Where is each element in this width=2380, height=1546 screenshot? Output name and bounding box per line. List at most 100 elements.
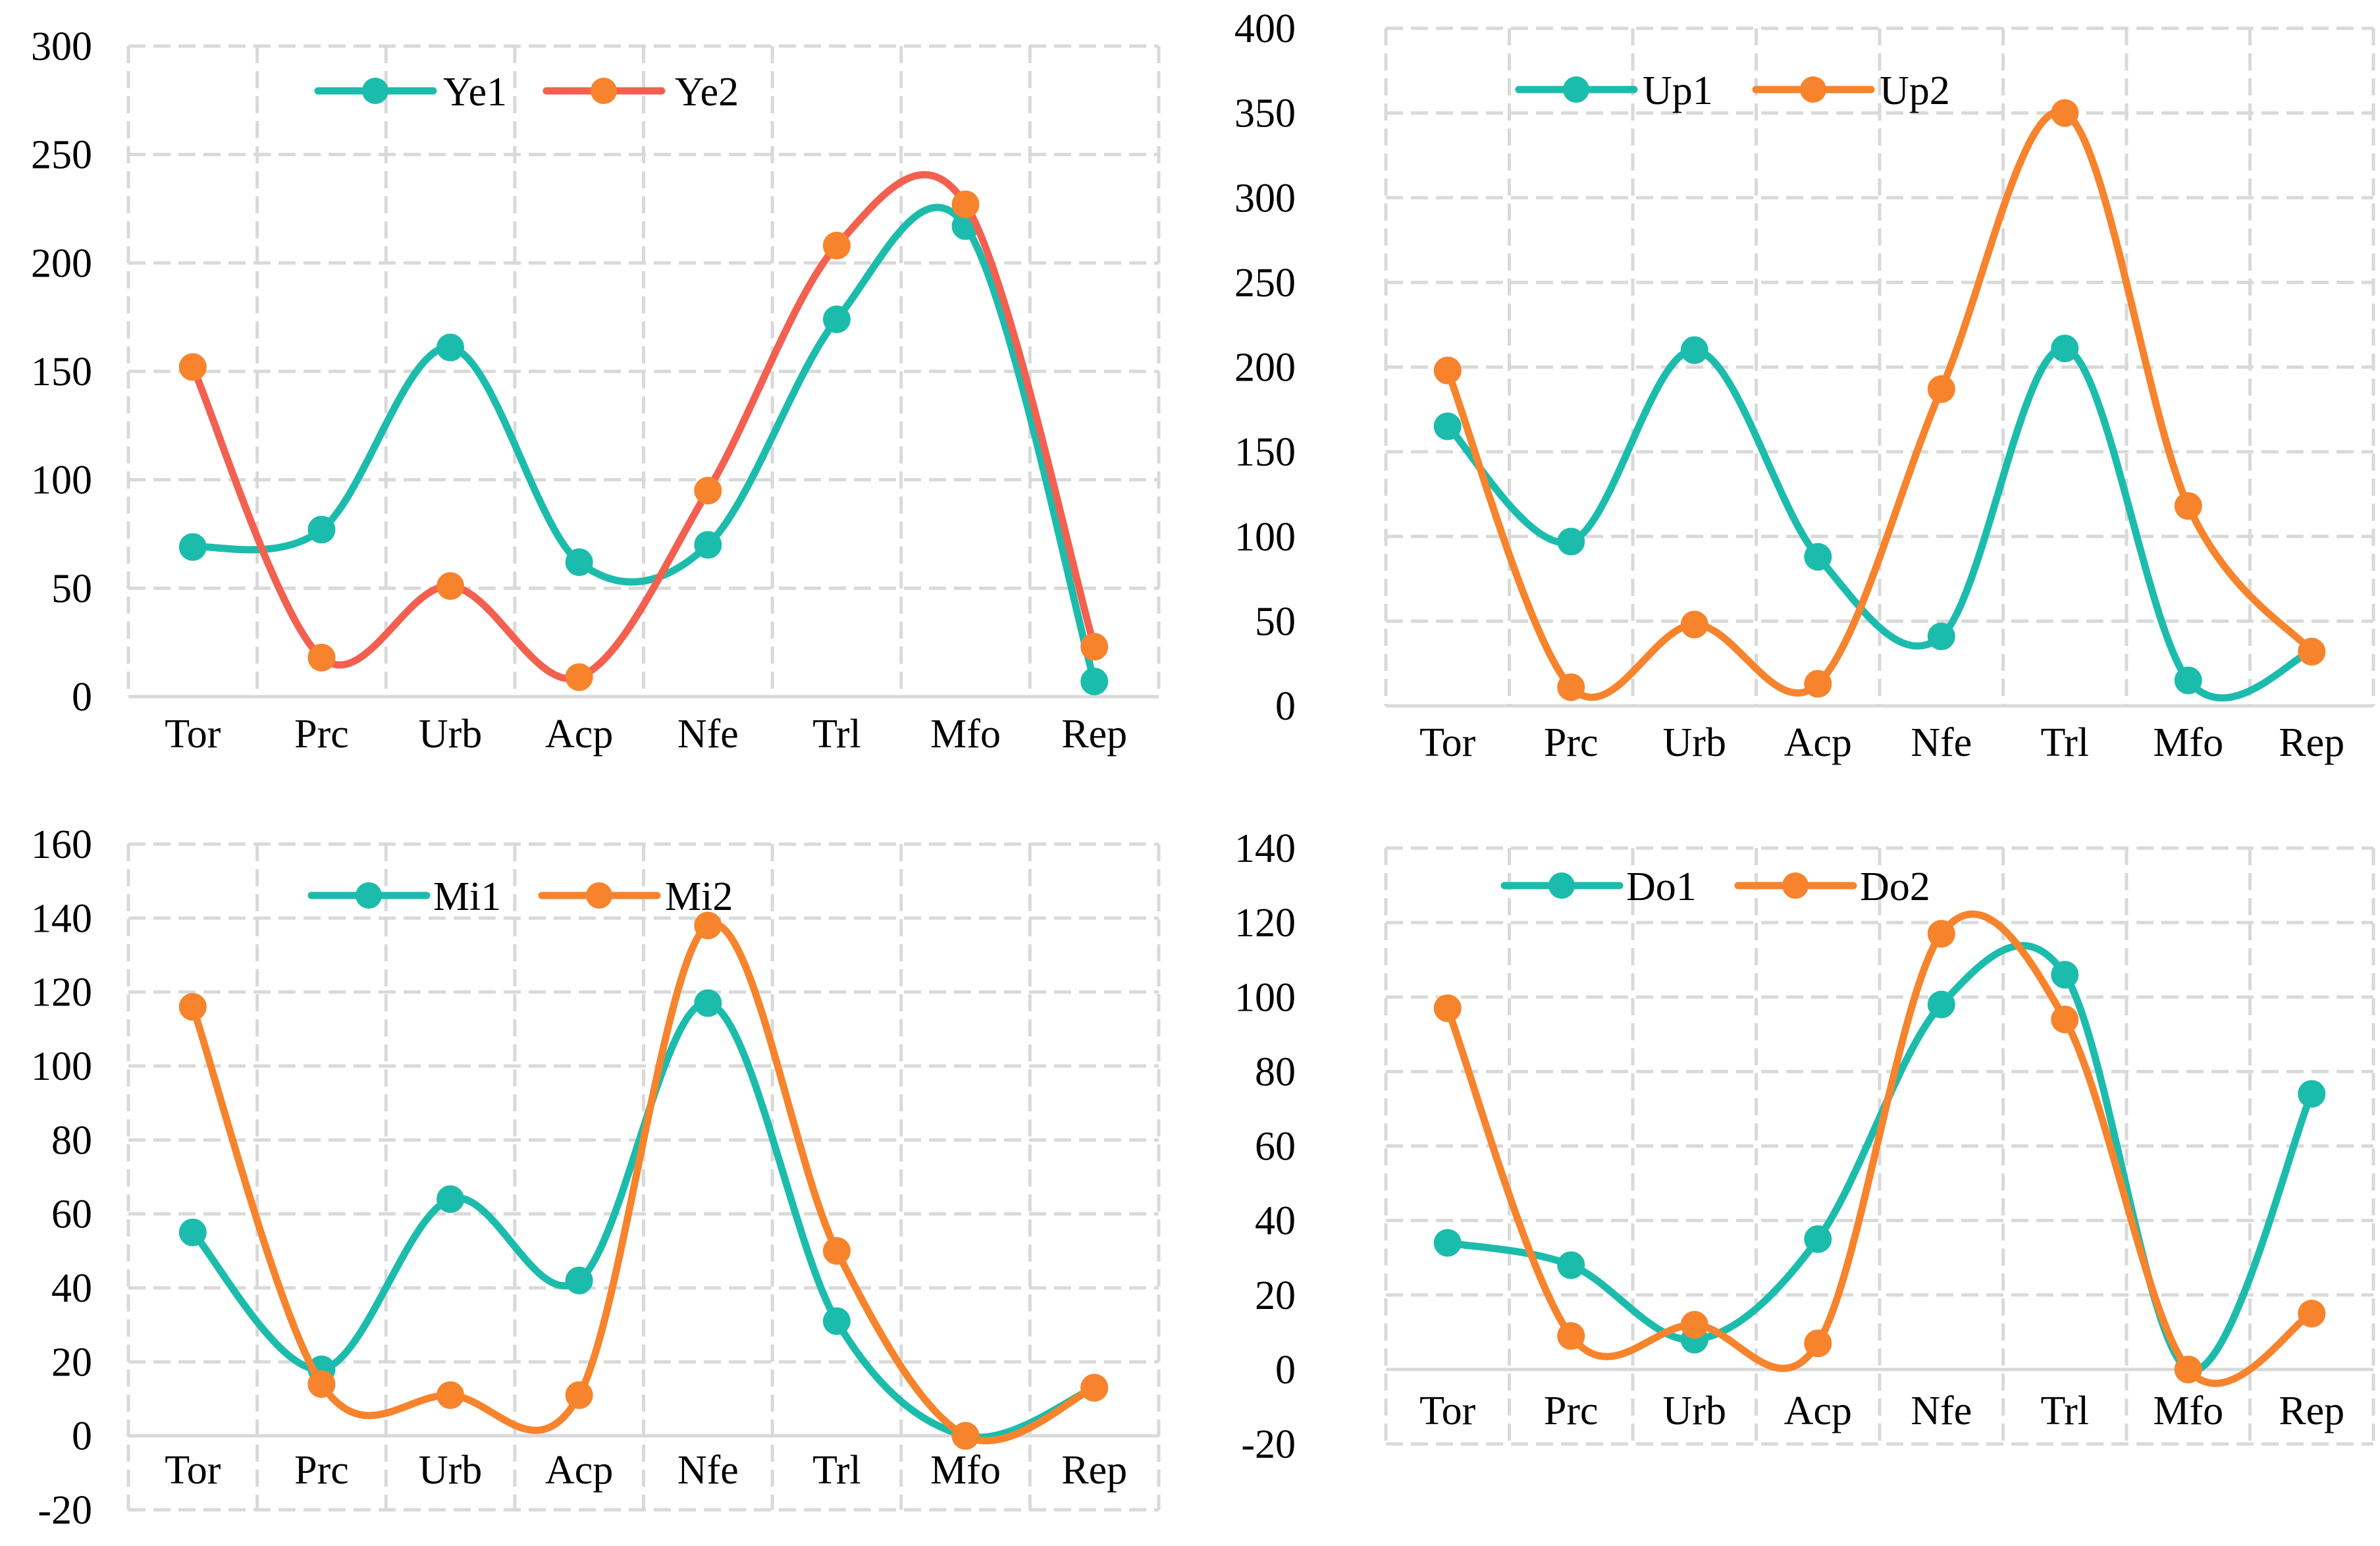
y-tick-labels: -20 0 20 40 60 80 100 120 140 160: [31, 822, 92, 1533]
legend-swatch-marker: [362, 78, 388, 104]
data-point: [694, 477, 722, 505]
x-tick-label: Nfe: [1911, 1389, 1972, 1433]
data-point: [2298, 1080, 2326, 1108]
x-tick-label: Mfo: [930, 712, 1001, 757]
gridlines: [126, 44, 1161, 699]
legend-item: Ye2: [542, 70, 739, 115]
y-tick-label: 40: [51, 1266, 92, 1311]
x-tick-labels: Tor Prc Urb Acp Nfe Trl Mfo Rep: [165, 712, 1127, 757]
data-point: [2174, 666, 2202, 695]
y-tick-label: -20: [38, 1488, 92, 1533]
y-tick-label: 100: [31, 458, 92, 503]
y-tick-label: 250: [31, 133, 92, 178]
data-point: [1927, 622, 1955, 651]
data-point: [565, 663, 593, 691]
data-point: [1433, 1229, 1462, 1257]
data-point: [178, 533, 207, 561]
series-ye1: [178, 203, 1109, 695]
data-point: [951, 1422, 980, 1450]
data-point: [822, 231, 851, 259]
data-point: [1080, 667, 1109, 695]
x-tick-label: Urb: [419, 1448, 482, 1493]
series-line: [189, 203, 1098, 685]
data-point: [1680, 610, 1708, 639]
y-tick-label: 400: [1234, 7, 1296, 51]
data-point: [436, 1381, 465, 1409]
data-point: [1433, 994, 1462, 1023]
data-point: [1433, 412, 1462, 440]
data-point: [2298, 1300, 2326, 1328]
x-tick-label: Rep: [1061, 1448, 1127, 1493]
data-point: [565, 1266, 593, 1294]
legend-label: Up1: [1643, 68, 1713, 113]
legend-swatch-marker: [586, 882, 612, 909]
data-point: [565, 1381, 593, 1409]
data-point: [307, 643, 336, 672]
data-point: [178, 1218, 207, 1246]
data-point: [951, 190, 980, 219]
y-tick-label: 300: [31, 24, 92, 69]
data-point: [307, 516, 336, 544]
y-tick-label: 60: [1255, 1125, 1296, 1169]
y-tick-label: 300: [1234, 176, 1296, 221]
y-tick-label: 0: [1275, 1348, 1296, 1393]
y-tick-label: 100: [1234, 515, 1296, 560]
gridlines: [1384, 26, 2375, 708]
y-tick-label: 160: [31, 822, 92, 867]
y-tick-label: 50: [1255, 599, 1296, 644]
x-tick-label: Urb: [419, 712, 482, 757]
data-point: [1080, 633, 1109, 661]
data-point: [822, 305, 851, 333]
data-point: [694, 531, 722, 559]
legend-swatch-marker: [1563, 76, 1589, 103]
series-line: [1444, 344, 2315, 702]
x-tick-label: Prc: [294, 712, 349, 757]
legend-swatch-marker: [1548, 872, 1575, 899]
legend-item: Up2: [1752, 68, 1950, 113]
x-tick-label: Urb: [1663, 1389, 1726, 1433]
x-tick-labels: Tor Prc Urb Acp Nfe Trl Mfo Rep: [1419, 1389, 2344, 1433]
x-tick-label: Trl: [812, 712, 861, 757]
data-point: [822, 1237, 851, 1265]
x-tick-label: Acp: [1784, 1389, 1852, 1433]
legend-item: Mi1: [307, 874, 501, 919]
x-tick-labels: Tor Prc Urb Acp Nfe Trl Mfo Rep: [165, 1448, 1127, 1493]
x-tick-label: Prc: [1544, 720, 1599, 765]
legend-label: Do1: [1626, 865, 1697, 909]
data-point: [2051, 99, 2079, 127]
data-point: [2051, 961, 2079, 989]
data-point: [1557, 1321, 1585, 1350]
data-point: [694, 911, 722, 940]
x-tick-label: Acp: [1784, 720, 1852, 765]
data-point: [1680, 1311, 1708, 1339]
data-point: [178, 353, 207, 381]
x-tick-label: Prc: [1544, 1389, 1599, 1433]
y-tick-label: 100: [1234, 975, 1296, 1020]
legend: Do1 Do2: [1500, 865, 1930, 909]
legend-item: Do2: [1734, 865, 1930, 909]
y-tick-labels: 0 50 100 150 200 250 300: [31, 24, 92, 720]
x-tick-label: Rep: [2279, 1389, 2344, 1433]
legend-swatch-marker: [591, 78, 617, 104]
x-tick-label: Acp: [545, 712, 613, 757]
y-tick-label: 150: [1234, 430, 1296, 475]
data-point: [1557, 527, 1585, 556]
data-point: [307, 1370, 336, 1399]
y-tick-labels: -20 0 20 40 60 80 100 120 140: [1234, 826, 1296, 1467]
series-up2: [1433, 99, 2326, 701]
y-tick-label: 120: [31, 971, 92, 1015]
y-tick-label: 60: [51, 1192, 92, 1237]
legend-label: Do2: [1860, 865, 1930, 909]
x-tick-label: Tor: [1419, 720, 1476, 765]
y-tick-label: 200: [31, 241, 92, 286]
y-tick-label: 20: [51, 1340, 92, 1385]
y-tick-label: 350: [1234, 92, 1296, 136]
series-ye2: [178, 171, 1109, 691]
data-point: [1804, 543, 1832, 571]
legend-swatch-marker: [1800, 76, 1826, 103]
data-point: [1804, 670, 1832, 698]
x-tick-label: Trl: [812, 1448, 861, 1493]
